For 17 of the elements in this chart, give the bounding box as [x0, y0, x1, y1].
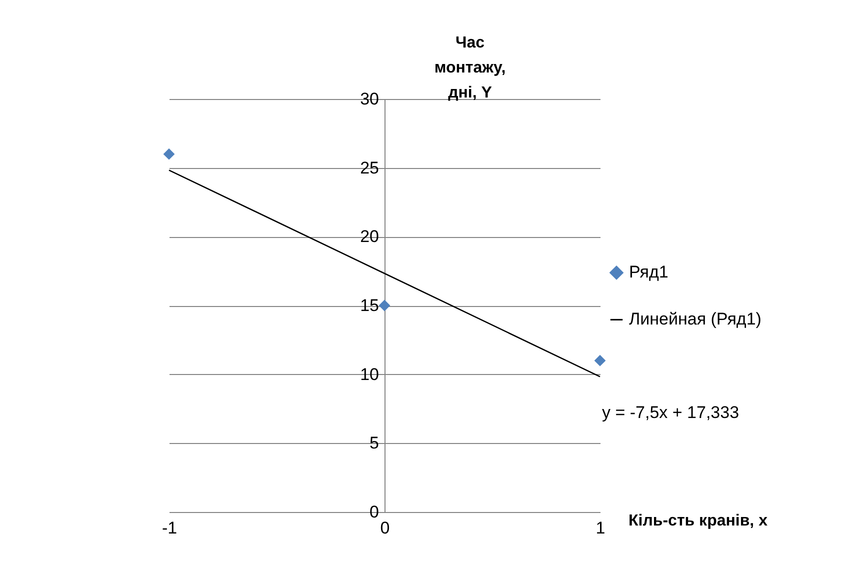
x-tick-label: -1 [162, 518, 178, 538]
legend-label: Линейная (Ряд1) [629, 310, 762, 329]
y-tick-label: 10 [360, 364, 379, 384]
point [163, 148, 175, 160]
y-tick-label: 15 [360, 296, 379, 315]
y-axis-title: Час монтажу, дні, Y [434, 34, 506, 102]
y-tick-label: 20 [360, 227, 379, 246]
point [378, 300, 390, 312]
x-axis-title: Кіль-сть кранів, x [628, 512, 768, 530]
y-tick-label: 5 [370, 434, 379, 453]
point [594, 354, 606, 366]
legend-label: Ряд1 [629, 262, 668, 282]
x-tick-label: 1 [596, 518, 606, 538]
y-tick-label: 30 [360, 90, 379, 108]
y-tick-label: 25 [360, 158, 379, 178]
y-tick-label: 0 [370, 502, 379, 522]
text: y = -7,5x + 17,333 [602, 402, 740, 422]
